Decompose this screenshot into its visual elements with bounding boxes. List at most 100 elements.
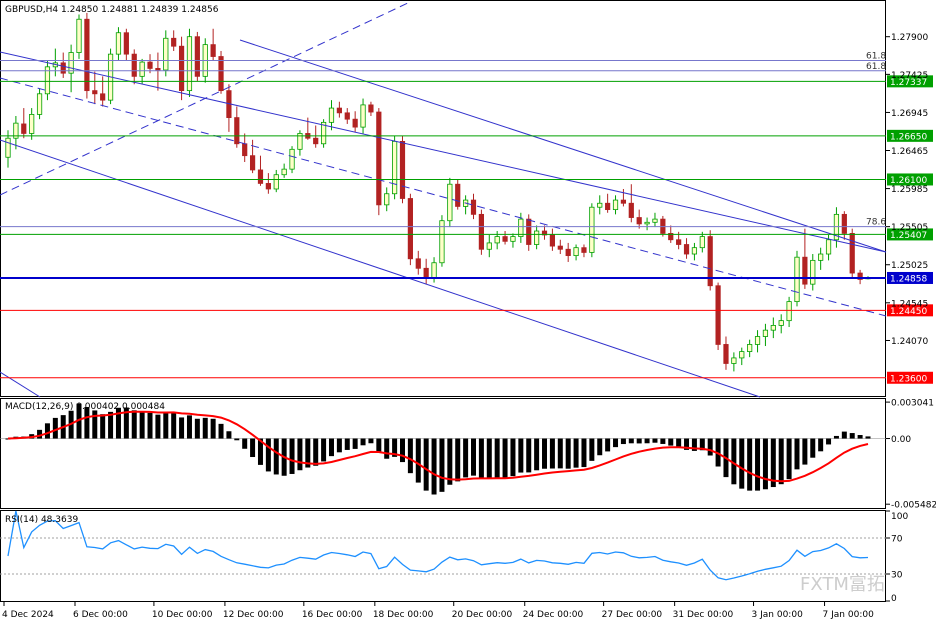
candle-body bbox=[21, 123, 27, 134]
candle-body bbox=[352, 118, 358, 128]
macd-bar bbox=[273, 438, 279, 475]
macd-bar bbox=[518, 438, 524, 473]
candle-body bbox=[612, 199, 619, 211]
macd-bar bbox=[849, 433, 855, 439]
candle-body bbox=[794, 256, 800, 303]
macd-bar bbox=[305, 438, 311, 468]
price-tick-label: 1.25985 bbox=[891, 185, 928, 195]
candle-body bbox=[163, 37, 169, 71]
x-tick-label: 27 Dec 00:00 bbox=[602, 610, 663, 620]
candle-body bbox=[573, 247, 579, 257]
macd-bar bbox=[865, 436, 871, 439]
level-price-tag-label: 1.25407 bbox=[890, 231, 927, 241]
x-tick-label: 16 Dec 00:00 bbox=[302, 610, 363, 620]
macd-bar bbox=[100, 414, 106, 439]
price-series-layer bbox=[5, 12, 871, 372]
candle-body bbox=[620, 199, 627, 204]
macd-bar bbox=[691, 438, 697, 451]
candle-body bbox=[841, 213, 847, 234]
macd-bar bbox=[510, 438, 516, 477]
candle-body bbox=[431, 262, 437, 279]
candle-body bbox=[336, 107, 342, 114]
macd-bar bbox=[439, 438, 445, 492]
candle-body bbox=[628, 202, 634, 218]
candle-body bbox=[249, 155, 256, 171]
candle-body bbox=[194, 36, 200, 77]
candle-body bbox=[762, 329, 769, 337]
candle-body bbox=[328, 107, 335, 123]
rising-dashed-line bbox=[0, 1, 411, 196]
candle-body bbox=[115, 32, 122, 55]
macd-bar bbox=[139, 411, 145, 439]
channel-upper-line bbox=[0, 51, 887, 253]
candle-body bbox=[699, 236, 705, 249]
macd-bar bbox=[250, 438, 256, 458]
candle-body bbox=[178, 45, 185, 92]
macd-bar bbox=[147, 412, 153, 439]
price-tick-label: 1.26945 bbox=[891, 109, 928, 119]
candle-body bbox=[84, 18, 90, 92]
macd-bar bbox=[581, 438, 587, 468]
candle-body bbox=[502, 236, 508, 242]
candle-body bbox=[439, 220, 445, 264]
level-price-tag bbox=[887, 75, 933, 88]
candle-body bbox=[747, 344, 753, 352]
price-tick-label: 1.25505 bbox=[891, 223, 928, 233]
candle-body bbox=[683, 244, 690, 255]
macd-bar bbox=[739, 438, 745, 489]
candle-body bbox=[320, 121, 327, 145]
macd-bar bbox=[328, 438, 334, 457]
level-price-tag-label: 1.27337 bbox=[890, 78, 927, 88]
macd-bar bbox=[526, 438, 532, 473]
macd-bar bbox=[573, 438, 579, 468]
candle-body bbox=[218, 56, 224, 92]
macd-bar bbox=[321, 438, 327, 462]
macd-bar bbox=[802, 438, 808, 465]
x-tick-label: 7 Jan 00:00 bbox=[823, 610, 875, 620]
rsi-tick-label: 0 bbox=[891, 594, 897, 604]
macd-bar bbox=[186, 415, 192, 439]
macd-bar bbox=[613, 438, 619, 448]
macd-bar bbox=[84, 407, 90, 439]
macd-bar bbox=[628, 438, 634, 444]
macd-bar bbox=[52, 417, 58, 439]
x-tick-label: 3 Jan 00:00 bbox=[752, 610, 804, 620]
macd-bar bbox=[549, 438, 555, 469]
macd-bar bbox=[786, 438, 792, 480]
candle-body bbox=[589, 206, 595, 253]
x-tick-label: 31 Dec 00:00 bbox=[673, 610, 734, 620]
candle-body bbox=[857, 272, 863, 280]
fib-label: 61.8 bbox=[866, 51, 886, 61]
macd-bar bbox=[818, 438, 824, 452]
candle-body bbox=[407, 198, 413, 260]
macd-bar bbox=[257, 438, 263, 465]
candle-body bbox=[510, 236, 516, 242]
price-tick-label: 1.26465 bbox=[891, 147, 928, 157]
macd-bar bbox=[44, 423, 50, 439]
rsi-tick-label: 30 bbox=[891, 571, 903, 581]
macd-bar bbox=[115, 407, 121, 439]
macd-bar bbox=[502, 438, 508, 478]
macd-bar bbox=[731, 438, 737, 485]
macd-bar bbox=[108, 411, 114, 439]
macd-bar bbox=[384, 438, 390, 459]
price-pane-frame bbox=[0, 0, 886, 397]
candle-body bbox=[344, 112, 350, 120]
candle-body bbox=[92, 90, 98, 95]
macd-bar bbox=[234, 438, 240, 441]
level-price-tag bbox=[887, 271, 933, 284]
macd-bar bbox=[226, 431, 232, 439]
level-price-tag-label: 1.26100 bbox=[890, 176, 927, 186]
watermark: FXTM富拓 bbox=[800, 574, 885, 595]
macd-bar bbox=[344, 438, 350, 450]
macd-bar bbox=[392, 438, 398, 457]
macd-bar bbox=[660, 438, 666, 444]
candle-body bbox=[518, 218, 524, 237]
candle-body bbox=[5, 137, 11, 158]
candle-body bbox=[313, 137, 319, 145]
candle-body bbox=[297, 133, 303, 150]
level-price-tag bbox=[887, 228, 933, 241]
candle-body bbox=[644, 221, 650, 225]
fib-label: 78.6 bbox=[866, 218, 886, 228]
